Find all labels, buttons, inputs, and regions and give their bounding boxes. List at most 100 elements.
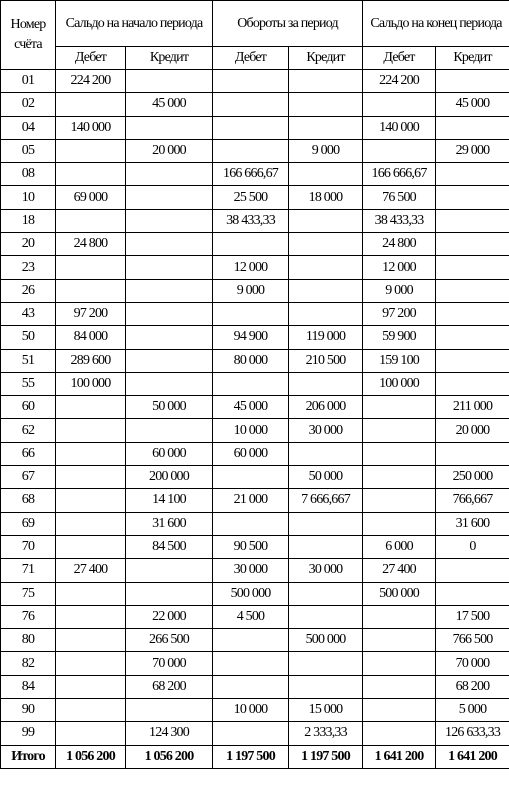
amount-cell — [362, 604, 437, 630]
table-row: 99 124 300 2 333,33 126 633,33 — [0, 721, 509, 746]
amount-cell — [124, 185, 214, 210]
account-cell: 84 — [0, 674, 56, 700]
amount-cell: 20 000 — [124, 138, 214, 164]
amount-cell: 24 800 — [362, 232, 437, 257]
amount-cell — [362, 628, 437, 653]
account-cell: 70 — [0, 534, 56, 560]
amount-cell: 211 000 — [435, 395, 509, 420]
sub-header: Кредит — [435, 46, 509, 70]
group-header: Обороты за период — [212, 0, 364, 47]
amount-cell: 70 000 — [435, 651, 509, 676]
balance-table: Номер счёта Сальдо на начало периода Обо… — [0, 0, 509, 769]
amount-cell: 206 000 — [288, 395, 364, 420]
amount-cell — [55, 162, 126, 187]
amount-cell — [288, 115, 364, 140]
amount-cell: 84 000 — [55, 325, 126, 350]
amount-cell: 80 000 — [212, 348, 290, 373]
account-cell: 69 — [0, 511, 56, 536]
amount-cell: 45 000 — [435, 92, 509, 117]
table-row: 20 24 800 24 800 — [0, 232, 509, 257]
amount-cell — [124, 162, 214, 187]
account-cell: 04 — [0, 115, 56, 140]
sub-header: Дебет — [55, 46, 126, 70]
amount-cell: 200 000 — [124, 465, 214, 490]
amount-cell: 97 200 — [55, 301, 126, 327]
amount-cell: 94 900 — [212, 325, 290, 350]
account-cell: 01 — [0, 68, 56, 94]
amount-cell — [435, 348, 509, 373]
amount-cell: 250 000 — [435, 465, 509, 490]
amount-cell: 30 000 — [288, 418, 364, 443]
amount-cell: 76 500 — [362, 185, 437, 210]
amount-cell — [435, 185, 509, 210]
amount-cell: 15 000 — [288, 698, 364, 723]
account-cell: 23 — [0, 255, 56, 280]
amount-cell: 1 056 200 — [55, 744, 126, 769]
amount-cell: 224 200 — [362, 68, 437, 94]
amount-cell — [288, 441, 364, 467]
amount-cell: 27 400 — [362, 558, 437, 583]
amount-cell — [362, 674, 437, 700]
amount-cell — [288, 278, 364, 303]
sub-header: Дебет — [362, 46, 437, 70]
account-cell: 76 — [0, 604, 56, 630]
amount-cell — [55, 721, 126, 746]
amount-cell — [124, 68, 214, 94]
account-cell: 08 — [0, 162, 56, 187]
account-cell: 75 — [0, 581, 56, 606]
amount-cell: 9 000 — [288, 138, 364, 164]
amount-cell — [212, 232, 290, 257]
amount-cell — [55, 651, 126, 676]
account-cell: 18 — [0, 208, 56, 234]
amount-cell — [55, 674, 126, 700]
sub-header: Кредит — [124, 46, 214, 70]
table-row: 51 289 600 80 000 210 500 159 100 — [0, 348, 509, 373]
amount-cell: 31 600 — [435, 511, 509, 536]
amount-cell — [124, 348, 214, 373]
amount-cell: 500 000 — [362, 581, 437, 606]
amount-cell — [212, 721, 290, 746]
amount-cell — [212, 301, 290, 327]
amount-cell — [288, 674, 364, 700]
amount-cell: 60 000 — [124, 441, 214, 467]
table-row: 10 69 000 25 500 18 000 76 500 — [0, 185, 509, 210]
table-row: 05 20 000 9 000 29 000 — [0, 138, 509, 164]
amount-cell: 140 000 — [55, 115, 126, 140]
table-row: 69 31 600 31 600 — [0, 511, 509, 536]
amount-cell — [362, 92, 437, 117]
amount-cell — [55, 534, 126, 560]
account-cell: 55 — [0, 371, 56, 397]
amount-cell: 97 200 — [362, 301, 437, 327]
amount-cell: 124 300 — [124, 721, 214, 746]
amount-cell: 0 — [435, 534, 509, 560]
amount-cell: 68 200 — [124, 674, 214, 700]
amount-cell — [124, 255, 214, 280]
account-header: Номер счёта — [0, 0, 56, 70]
amount-cell: 1 641 200 — [362, 744, 437, 769]
account-cell: 43 — [0, 301, 56, 327]
account-cell: 71 — [0, 558, 56, 583]
amount-cell — [124, 301, 214, 327]
account-cell: 62 — [0, 418, 56, 443]
amount-cell: 29 000 — [435, 138, 509, 164]
amount-cell: 60 000 — [212, 441, 290, 467]
table-row: 04 140 000 140 000 — [0, 115, 509, 140]
amount-cell: 289 600 — [55, 348, 126, 373]
amount-cell — [288, 255, 364, 280]
amount-cell: 21 000 — [212, 488, 290, 513]
amount-cell: 59 900 — [362, 325, 437, 350]
amount-cell: 766,667 — [435, 488, 509, 513]
table-row: 08 166 666,67 166 666,67 — [0, 162, 509, 187]
amount-cell — [55, 418, 126, 443]
amount-cell: 18 000 — [288, 185, 364, 210]
amount-cell: 45 000 — [212, 395, 290, 420]
amount-cell — [55, 395, 126, 420]
amount-cell: 266 500 — [124, 628, 214, 653]
amount-cell: 100 000 — [362, 371, 437, 397]
amount-cell — [288, 651, 364, 676]
amount-cell — [55, 465, 126, 490]
amount-cell — [362, 721, 437, 746]
amount-cell — [435, 68, 509, 94]
amount-cell — [212, 651, 290, 676]
table-row: 01 224 200 224 200 — [0, 68, 509, 94]
